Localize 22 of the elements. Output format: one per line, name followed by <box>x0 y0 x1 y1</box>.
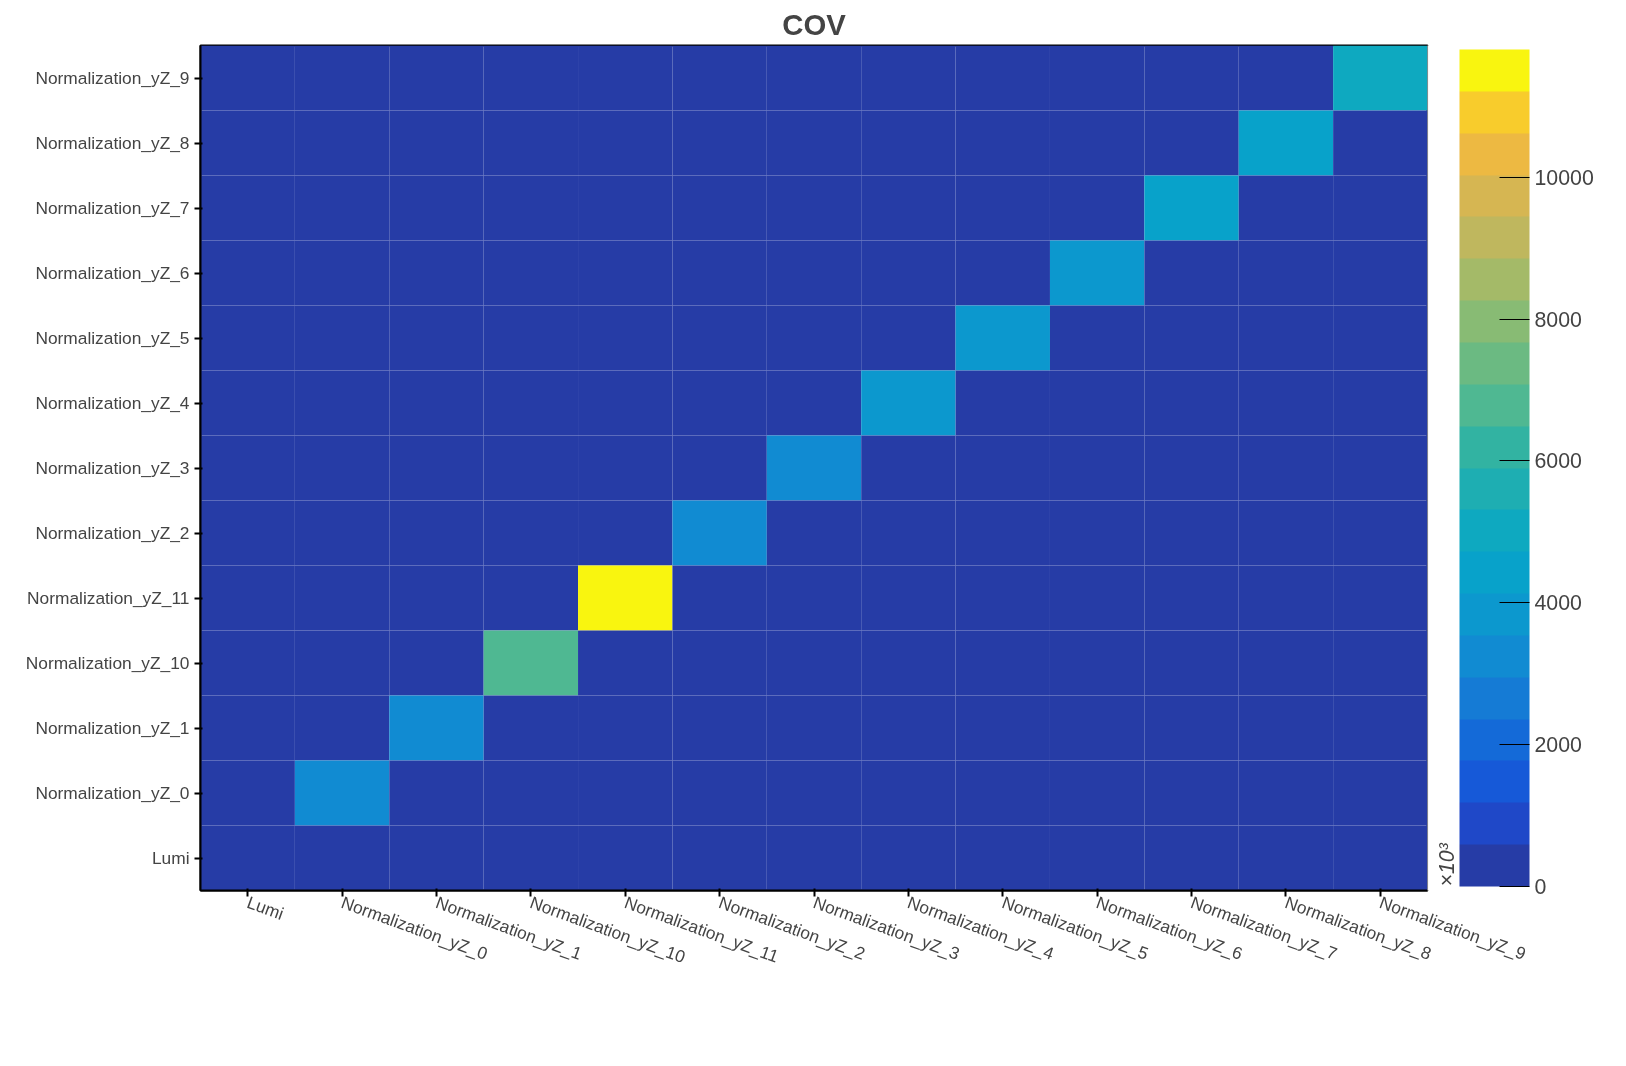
y-tick-label: Normalization_yZ_3 <box>35 458 190 478</box>
y-tick-label: Normalization_yZ_1 <box>35 718 190 738</box>
y-tick-label: Normalization_yZ_11 <box>27 588 190 608</box>
y-tick-label: Normalization_yZ_9 <box>35 68 190 88</box>
y-tick-label: Normalization_yZ_10 <box>25 653 190 673</box>
x-tick-label: Lumi <box>244 892 287 924</box>
y-tick-label: Normalization_yZ_5 <box>35 328 190 348</box>
y-tick-label: Normalization_yZ_6 <box>35 263 190 283</box>
chart-title: COV <box>782 7 847 41</box>
y-tick-label: Normalization_yZ_0 <box>35 783 190 803</box>
y-tick-label: Normalization_yZ_7 <box>35 198 190 218</box>
color-bar-label: 4000 <box>1534 591 1583 616</box>
color-bar-label: 0 <box>1534 875 1547 899</box>
color-bar-label: 8000 <box>1534 307 1583 332</box>
color-bar-label: 2000 <box>1534 733 1583 758</box>
y-tick-label: Lumi <box>151 848 190 868</box>
y-tick-label: Normalization_yZ_8 <box>35 133 190 153</box>
y-tick-label: Normalization_yZ_4 <box>35 393 190 413</box>
color-bar-label: 6000 <box>1534 449 1583 474</box>
color-bar-title: ×10³ <box>1434 842 1459 887</box>
color-bar-label: 10000 <box>1534 165 1594 190</box>
y-tick-label: Normalization_yZ_2 <box>35 523 190 543</box>
